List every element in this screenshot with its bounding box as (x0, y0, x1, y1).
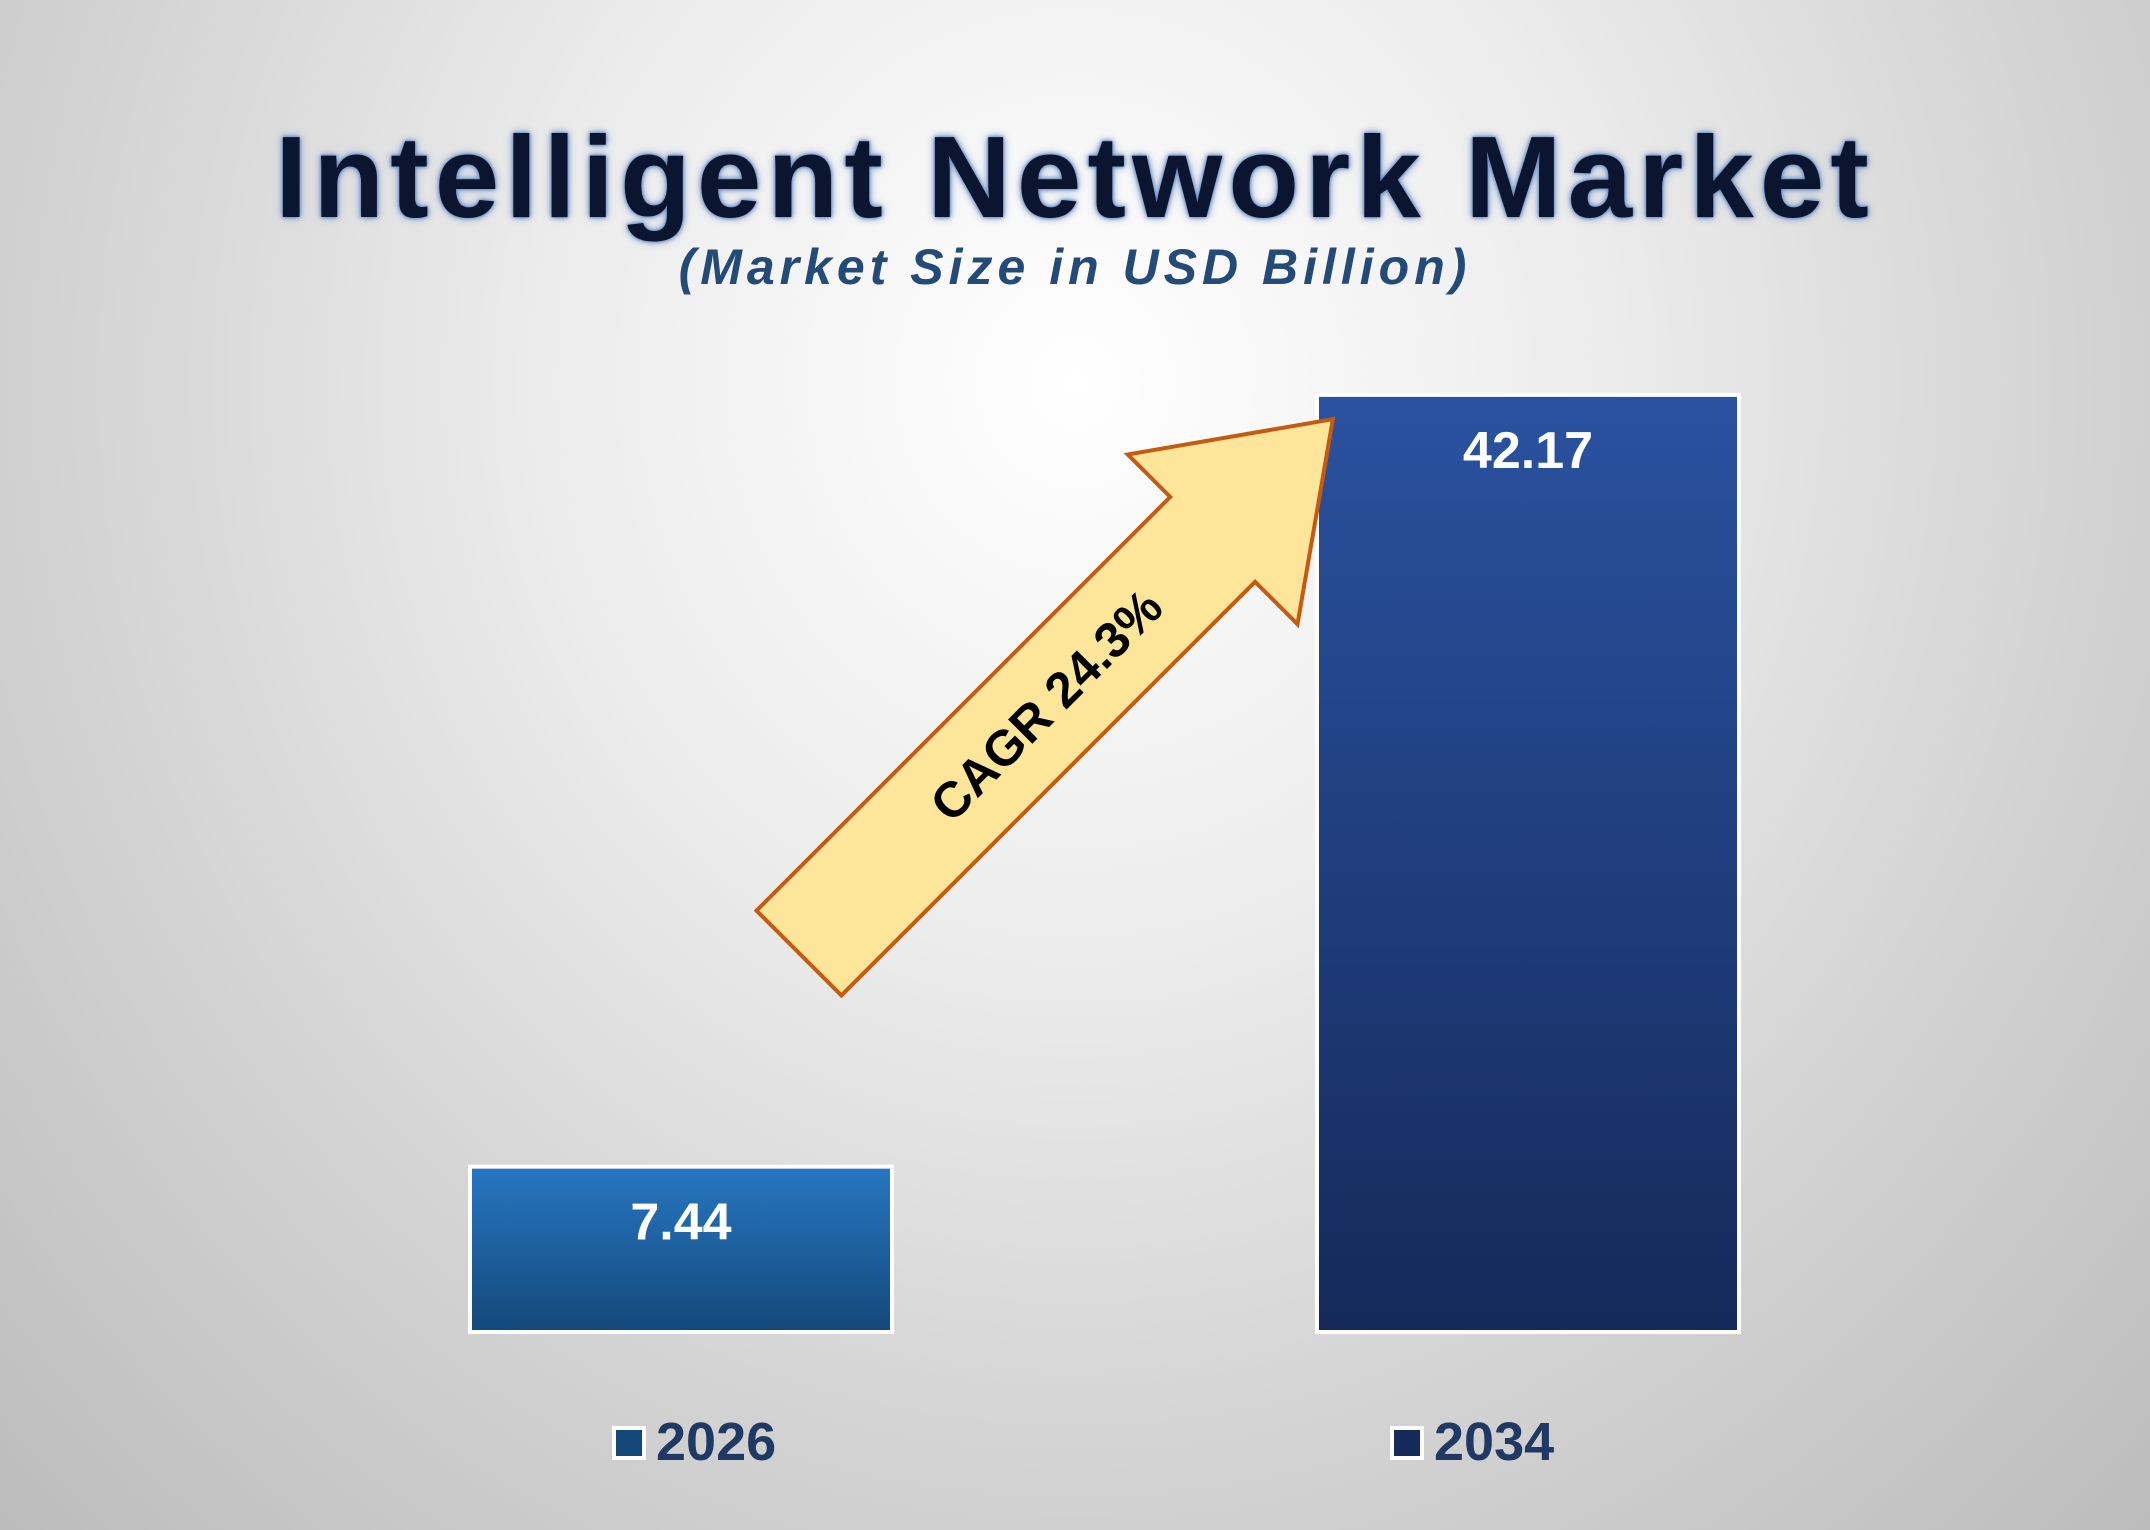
legend-label-2026: 2026 (656, 1412, 776, 1472)
cagr-arrow-shape (753, 416, 1336, 999)
bar-2034 (1315, 392, 1741, 1334)
chart-title: Intelligent Network Market (275, 112, 1875, 242)
legend-swatch-2034 (1390, 1426, 1424, 1460)
cagr-arrow: CAGR 24.3% (753, 416, 1336, 999)
bar-2026 (468, 1164, 894, 1334)
data-label-2026: 7.44 (630, 1194, 731, 1252)
cagr-label: CAGR 24.3% (920, 579, 1174, 833)
legend-label-2034: 2034 (1434, 1412, 1554, 1472)
data-label-2034: 42.17 (1463, 422, 1593, 480)
legend-swatch-2026 (612, 1426, 646, 1460)
chart-subtitle: (Market Size in USD Billion) (678, 239, 1472, 295)
